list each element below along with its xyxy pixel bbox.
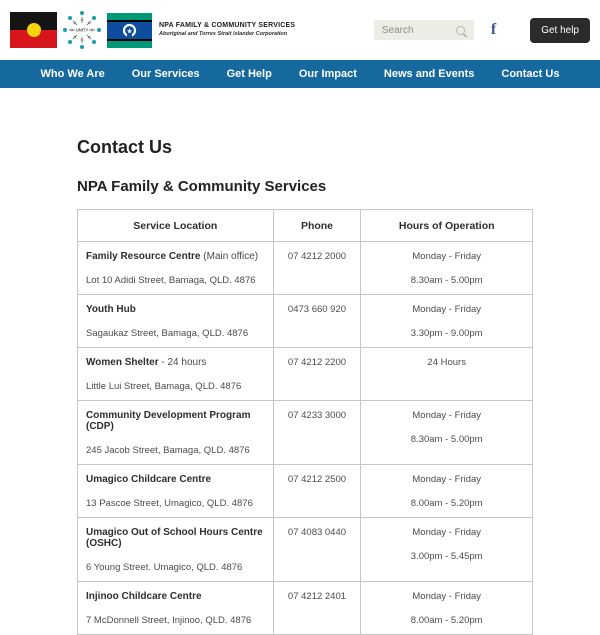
table-row: Youth Hub Sagaukaz Street, Bamaga, QLD. … xyxy=(77,294,533,348)
service-address: 13 Pascoe Street, Umagico, QLD. 4876 xyxy=(86,498,253,509)
nav-item-contact-us[interactable]: Contact Us xyxy=(501,68,560,80)
service-address: 245 Jacob Street, Bamaga, QLD. 4876 xyxy=(86,445,250,456)
service-name: Injinoo Childcare Centre xyxy=(86,591,202,602)
hours-line2: 8.00am - 5.20pm xyxy=(410,615,483,626)
hours-line2: 8.30am - 5.00pm xyxy=(410,434,483,445)
nav-item-get-help[interactable]: Get Help xyxy=(226,68,272,80)
column-header-hours: Hours of Operation xyxy=(360,209,533,242)
hours-line2: 8.00am - 5.20pm xyxy=(410,498,483,509)
nav-item-who-we-are[interactable]: Who We Are xyxy=(40,68,105,80)
service-phone: 07 4212 2401 xyxy=(272,581,362,635)
service-name-suffix: - 24 hours xyxy=(158,357,207,368)
unity-logo-icon: UNITY xyxy=(63,11,101,49)
service-phone: 07 4212 2200 xyxy=(272,347,362,401)
aboriginal-flag-icon xyxy=(10,12,57,48)
hours-line1: Monday - Friday xyxy=(412,410,482,421)
hours-line1: Monday - Friday xyxy=(412,591,482,602)
table-row: Umagico Childcare Centre 13 Pascoe Stree… xyxy=(77,464,533,518)
search-box xyxy=(373,20,474,40)
search-icon[interactable] xyxy=(455,25,465,35)
service-address: Lot 10 Adidi Street, Bamaga, QLD. 4876 xyxy=(86,275,256,286)
hours-line1: Monday - Friday xyxy=(412,474,482,485)
search-input[interactable] xyxy=(379,23,454,37)
service-address: 7 McDonnell Street, Injinoo, QLD. 4876 xyxy=(86,615,252,626)
service-name: Women Shelter xyxy=(86,357,159,368)
site-logo[interactable]: UNITY NPA FAMILY & COMMUNITY SERVICES Ab… xyxy=(10,6,295,54)
service-name: Umagico Childcare Centre xyxy=(86,474,212,485)
service-address: 6 Young Street. Umagico, QLD. 4876 xyxy=(86,562,243,573)
service-locations-table: Service Location Phone Hours of Operatio… xyxy=(77,209,533,635)
section-title: NPA Family & Community Services xyxy=(77,178,327,195)
column-header-service-location: Service Location xyxy=(77,209,274,242)
table-row: Women Shelter - 24 hours Little Lui Stre… xyxy=(77,347,533,401)
table-header-row: Service Location Phone Hours of Operatio… xyxy=(77,209,533,242)
nav-item-our-impact[interactable]: Our Impact xyxy=(298,68,357,80)
hours-line2: 3.30pm - 9.00pm xyxy=(410,328,483,339)
facebook-icon[interactable]: f xyxy=(490,21,497,38)
service-phone: 07 4233 3000 xyxy=(272,400,362,465)
table-row: Community Development Program (CDP) 245 … xyxy=(77,400,533,465)
header-right: f Get help xyxy=(373,17,590,43)
service-phone: 07 4212 2000 xyxy=(272,241,362,295)
hours-line2: 8.30am - 5.00pm xyxy=(410,275,483,286)
table-row: Injinoo Childcare Centre 7 McDonnell Str… xyxy=(77,581,533,635)
get-help-button[interactable]: Get help xyxy=(530,17,590,43)
unity-logo-text: UNITY xyxy=(76,28,89,33)
org-name: NPA FAMILY & COMMUNITY SERVICES xyxy=(159,22,296,29)
logo-text-block: NPA FAMILY & COMMUNITY SERVICES Aborigin… xyxy=(159,22,295,38)
hours-line1: Monday - Friday xyxy=(412,527,482,538)
nav-item-our-services[interactable]: Our Services xyxy=(131,68,200,80)
service-name-suffix: (Main office) xyxy=(200,251,259,262)
site-header: UNITY NPA FAMILY & COMMUNITY SERVICES Ab… xyxy=(0,0,600,60)
hours-line2: 3.00pm - 5.45pm xyxy=(410,551,483,562)
hours-line1: Monday - Friday xyxy=(412,304,482,315)
table-row: Family Resource Centre (Main office) Lot… xyxy=(77,241,533,295)
service-phone: 0473 660 920 xyxy=(272,294,362,348)
org-subtitle: Aboriginal and Torres Strait Islander Co… xyxy=(159,31,288,38)
hours-line1: 24 Hours xyxy=(427,357,466,368)
column-header-phone: Phone xyxy=(272,209,362,242)
service-phone: 07 4212 2500 xyxy=(272,464,362,518)
page-title: Contact Us xyxy=(77,137,173,157)
table-row: Umagico Out of School Hours Centre (OSHC… xyxy=(77,517,533,582)
hours-line1: Monday - Friday xyxy=(412,251,482,262)
service-name: Family Resource Centre xyxy=(86,251,201,262)
service-name: Umagico Out of School Hours Centre (OSHC… xyxy=(86,527,263,549)
torres-strait-islander-flag-icon xyxy=(107,12,152,48)
service-name: Community Development Program (CDP) xyxy=(86,410,251,432)
service-address: Sagaukaz Street, Bamaga, QLD. 4876 xyxy=(86,328,249,339)
service-name: Youth Hub xyxy=(86,304,136,315)
service-phone: 07 4083 0440 xyxy=(272,517,362,582)
nav-item-news-and-events[interactable]: News and Events xyxy=(383,68,475,80)
service-address: Little Lui Street, Bamaga, QLD. 4876 xyxy=(86,381,242,392)
main-nav: Who We Are Our Services Get Help Our Imp… xyxy=(0,60,600,88)
main-content: Contact Us NPA Family & Community Servic… xyxy=(77,88,533,635)
